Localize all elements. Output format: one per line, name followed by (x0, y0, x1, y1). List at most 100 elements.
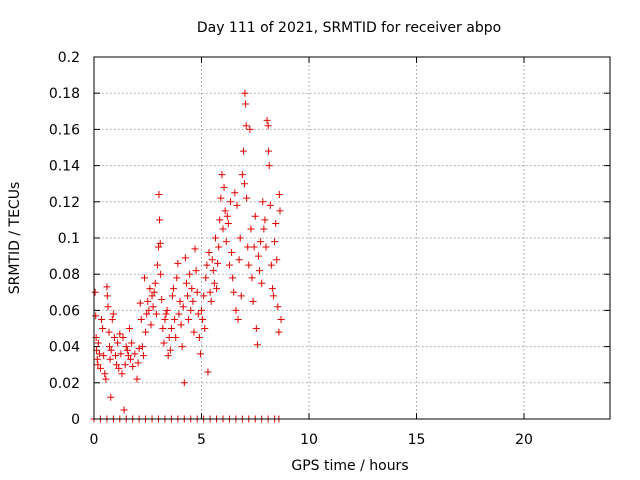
data-point (243, 194, 251, 202)
data-point (251, 212, 259, 220)
data-point (227, 198, 235, 206)
y-tick-label: 0.16 (49, 122, 80, 138)
data-point (238, 171, 246, 179)
data-point (159, 325, 167, 332)
data-point (273, 256, 281, 264)
y-tick-label: 0.18 (49, 86, 80, 102)
data-point (271, 238, 279, 246)
data-point (244, 243, 252, 251)
data-point (129, 363, 137, 371)
data-point (207, 297, 215, 305)
y-tick-label: 0.02 (49, 376, 80, 392)
data-point (99, 325, 107, 332)
data-point (261, 216, 269, 224)
data-point (133, 375, 141, 383)
data-point (143, 310, 151, 318)
data-point (276, 207, 284, 215)
data-point (163, 306, 171, 314)
data-point (259, 198, 267, 206)
data-point (188, 285, 196, 293)
data-point (125, 325, 133, 332)
data-point (100, 352, 108, 360)
data-point (186, 270, 194, 278)
data-point (196, 350, 204, 358)
data-point (94, 361, 102, 369)
data-point (91, 288, 99, 296)
data-point (234, 315, 242, 323)
data-point (231, 189, 239, 197)
x-tick-label: 10 (300, 432, 318, 448)
data-point (275, 191, 283, 199)
data-point (203, 261, 211, 269)
data-point (248, 274, 256, 282)
data-point (166, 346, 174, 354)
data-point (204, 368, 212, 376)
data-point (235, 256, 243, 264)
data-point (134, 359, 142, 367)
data-point (223, 212, 231, 220)
data-point (242, 100, 250, 108)
data-point (184, 292, 192, 300)
data-point (264, 122, 272, 130)
data-point (232, 306, 240, 314)
data-point (222, 238, 230, 246)
data-point (250, 243, 258, 251)
data-point (210, 279, 218, 287)
data-point (155, 191, 163, 199)
data-point (113, 361, 121, 369)
data-point (268, 285, 276, 293)
data-point (193, 288, 201, 296)
data-point (128, 339, 136, 347)
data-point (247, 225, 255, 233)
x-axis-label: GPS time / hours (291, 458, 408, 474)
data-point (124, 352, 132, 360)
data-point (142, 328, 150, 336)
data-point (260, 225, 268, 233)
data-point (190, 328, 198, 336)
data-point (123, 346, 131, 354)
data-point (214, 259, 222, 267)
data-point (274, 303, 282, 311)
data-point (241, 180, 248, 188)
data-point (148, 292, 156, 300)
data-point (249, 297, 257, 305)
data-points (90, 89, 285, 423)
y-tick-label: 0.08 (49, 267, 80, 283)
data-point (195, 334, 203, 342)
data-point (120, 406, 128, 414)
data-point (147, 321, 155, 329)
data-point (103, 283, 111, 291)
data-point (146, 285, 154, 293)
data-point (245, 261, 253, 269)
data-point (151, 279, 159, 287)
data-point (277, 315, 285, 323)
data-point (161, 315, 169, 323)
y-tick-label: 0.06 (49, 303, 80, 319)
data-point (93, 355, 101, 363)
data-point (162, 310, 170, 318)
data-point (139, 352, 147, 360)
data-point (270, 292, 278, 300)
data-point (167, 325, 175, 332)
data-point (105, 343, 113, 351)
data-point (181, 254, 189, 262)
data-point (275, 328, 283, 336)
y-tick-label: 0.2 (58, 50, 80, 66)
data-point (180, 379, 188, 387)
data-point (160, 339, 168, 347)
y-axis-label: SRMTID / TECUs (7, 182, 23, 295)
data-point (144, 297, 152, 305)
chart-title: Day 111 of 2021, SRMTID for receiver abp… (197, 20, 501, 36)
data-point (127, 355, 135, 363)
data-point (228, 248, 236, 256)
data-point (115, 364, 123, 372)
x-tick-label: 5 (197, 432, 206, 448)
data-point (107, 393, 115, 401)
data-point (267, 261, 275, 269)
data-point (95, 350, 103, 358)
data-point (104, 303, 112, 311)
data-point (157, 270, 165, 278)
data-point (145, 306, 153, 314)
data-point (192, 267, 200, 275)
